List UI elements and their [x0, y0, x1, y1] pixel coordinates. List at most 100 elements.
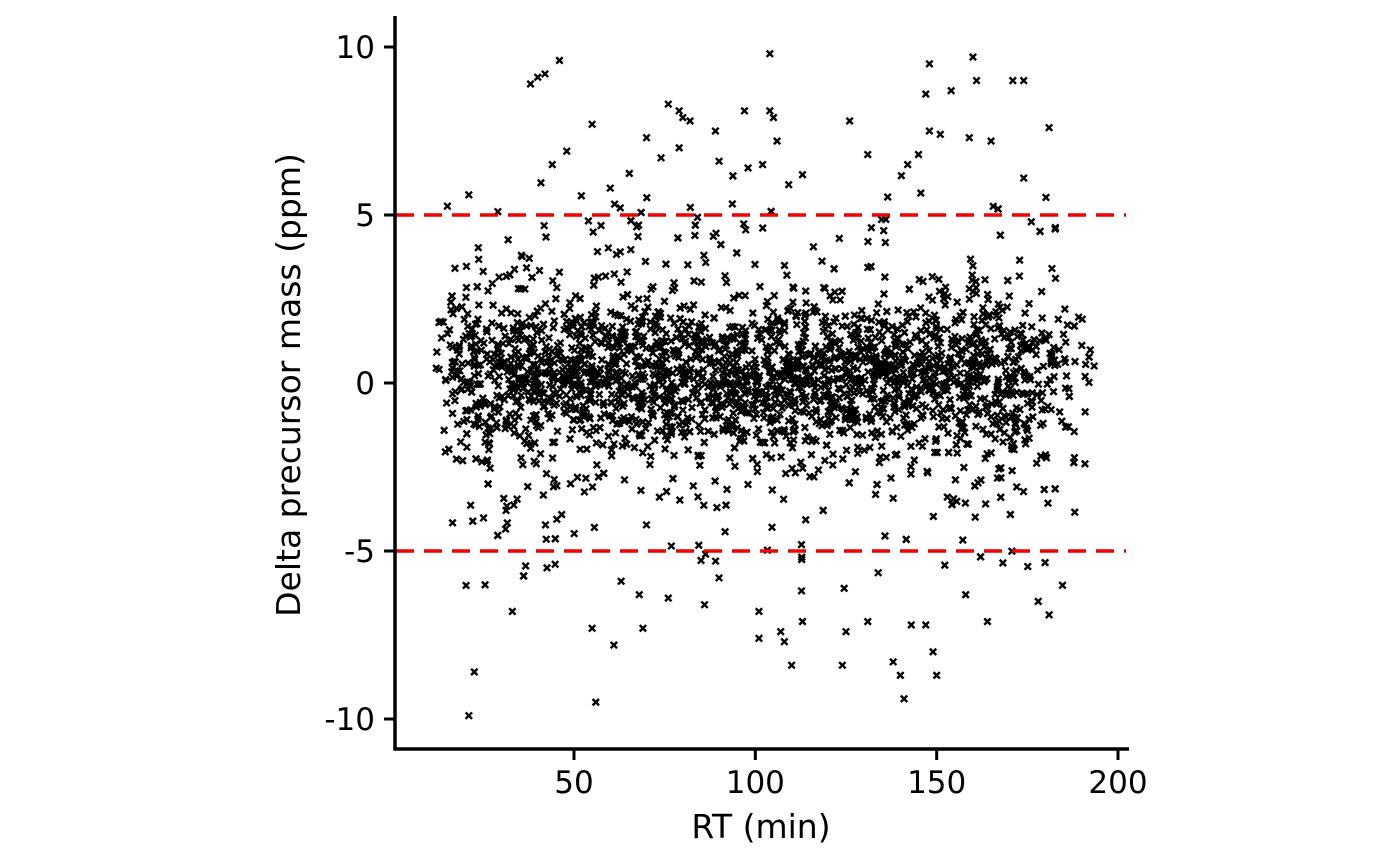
data-point	[944, 373, 953, 382]
data-point	[801, 322, 810, 331]
data-point	[441, 375, 450, 384]
data-point	[798, 464, 807, 473]
data-point	[686, 355, 695, 364]
data-point	[763, 393, 772, 402]
data-point	[789, 427, 798, 436]
data-point	[466, 501, 475, 510]
data-point	[878, 331, 887, 340]
data-point	[559, 401, 569, 410]
data-point	[700, 414, 709, 423]
data-point	[998, 437, 1008, 447]
data-point	[857, 373, 866, 382]
data-point	[720, 271, 730, 280]
data-point	[741, 291, 750, 300]
data-point	[687, 317, 696, 327]
data-point	[561, 375, 570, 385]
data-point	[925, 357, 934, 366]
data-point	[599, 398, 608, 407]
data-point	[547, 307, 556, 316]
data-point	[744, 360, 753, 369]
y-axis-title: Delta precursor mass (ppm)	[269, 153, 308, 617]
data-point	[672, 383, 681, 392]
data-point	[962, 345, 971, 354]
data-point	[716, 240, 725, 249]
data-point	[470, 371, 479, 380]
data-point	[988, 419, 997, 428]
data-point	[1081, 360, 1090, 369]
data-point	[1005, 291, 1014, 301]
data-point	[944, 448, 953, 457]
data-point	[1037, 287, 1046, 296]
data-point	[633, 362, 642, 371]
data-point	[888, 322, 897, 331]
data-point	[711, 366, 720, 375]
data-point	[936, 408, 945, 417]
data-point	[650, 391, 659, 400]
data-point	[854, 329, 863, 339]
data-point	[604, 339, 613, 348]
data-point	[544, 409, 553, 418]
data-point	[857, 306, 866, 315]
data-point	[508, 607, 517, 616]
data-point	[525, 313, 534, 322]
data-point	[870, 402, 880, 411]
data-point	[662, 487, 671, 496]
data-point	[918, 410, 927, 419]
data-point	[664, 593, 673, 603]
data-point	[689, 300, 698, 310]
data-point	[571, 405, 580, 414]
data-point	[641, 358, 650, 367]
data-point	[519, 384, 528, 393]
data-point	[721, 527, 730, 536]
data-point	[1038, 405, 1047, 415]
data-point	[924, 346, 934, 355]
data-point	[642, 520, 651, 529]
data-point	[525, 254, 534, 263]
data-point	[452, 455, 461, 464]
data-point	[980, 275, 990, 284]
data-point	[993, 411, 1002, 420]
data-point	[540, 69, 550, 78]
data-point	[742, 428, 751, 437]
data-point	[769, 432, 778, 441]
data-point	[1045, 610, 1054, 619]
data-point	[905, 285, 914, 294]
data-point	[877, 403, 886, 412]
data-point	[778, 355, 788, 364]
data-point	[553, 427, 562, 436]
data-point	[481, 580, 490, 589]
data-point	[658, 381, 667, 390]
data-point	[541, 347, 550, 356]
data-point	[632, 222, 641, 231]
data-point	[870, 372, 879, 381]
data-point	[907, 620, 916, 629]
data-point	[668, 474, 677, 483]
data-point	[965, 133, 974, 142]
data-point	[691, 221, 700, 230]
data-point	[778, 403, 787, 412]
data-point	[610, 200, 619, 209]
data-point	[888, 426, 897, 436]
data-point	[806, 349, 815, 358]
data-point	[898, 354, 907, 363]
data-point	[1006, 433, 1015, 442]
data-point	[845, 478, 854, 487]
data-point	[784, 306, 793, 315]
data-point	[634, 232, 643, 241]
data-point	[624, 391, 633, 400]
reference-lines	[396, 213, 1126, 553]
data-point	[1061, 338, 1070, 347]
data-point	[619, 350, 629, 359]
data-point	[1037, 328, 1046, 337]
data-point	[800, 423, 809, 432]
data-point	[956, 434, 965, 443]
data-point	[450, 396, 459, 405]
data-point	[510, 364, 519, 373]
data-point	[432, 348, 441, 357]
data-point	[463, 322, 472, 331]
data-point	[453, 420, 462, 429]
data-point	[711, 403, 720, 412]
data-point	[637, 335, 647, 344]
data-point	[818, 361, 827, 370]
data-point	[522, 334, 531, 343]
